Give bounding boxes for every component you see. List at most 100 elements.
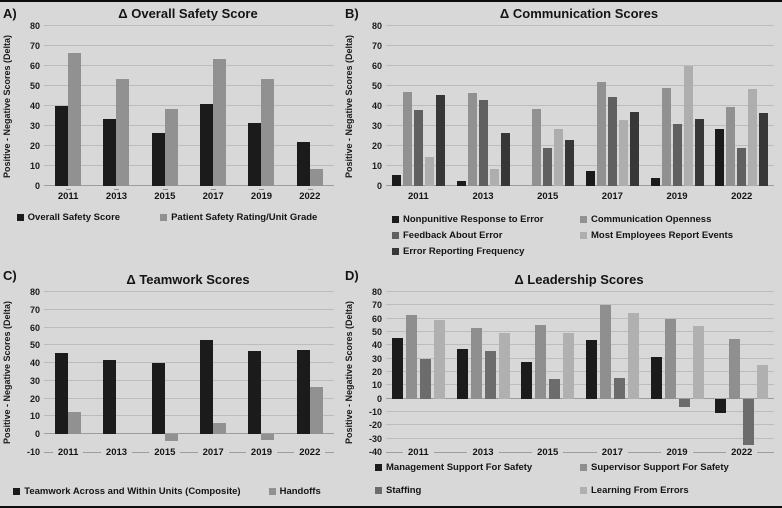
x-category: 2019 [645,444,710,460]
bar-cluster [103,292,129,452]
bar [248,123,262,186]
plot-area [386,291,774,452]
x-category: 2022 [709,188,774,204]
gridline [386,411,774,412]
gridline [44,85,334,86]
bar [405,315,417,399]
gridline [44,291,334,292]
x-axis-labels: 2011 2013 2015 2017 2019 2022 [0,188,334,204]
x-category: 2022 [286,444,334,460]
bar [151,133,165,186]
bar [672,124,682,186]
x-category: 2011 [386,444,451,460]
gridline [44,415,334,417]
legend-label: Error Reporting Frequency [403,246,525,257]
bar-group [515,292,580,452]
legend-swatch [580,232,587,239]
bar [585,340,597,399]
bar-cluster [715,26,769,186]
x-category: 2017 [580,188,645,204]
plot-area [44,291,334,452]
bar [596,82,606,186]
bar [743,398,755,446]
bar-group [580,292,645,452]
bar-group [580,26,645,186]
gridline [386,65,774,66]
legend-item: Feedback About Error [392,230,580,241]
gridline [386,291,774,292]
bar-cluster [391,292,445,452]
bar [759,113,769,186]
y-tick-label: 80 [29,287,40,297]
x-category-label: 2011 [408,190,429,202]
x-category: 2013 [451,444,516,460]
chart-body: Positive - Negative Scores (Delta) 0 10 20… [342,21,774,191]
x-category: 2011 [44,188,92,204]
x-axis-strip: 2011 2013 2015 2017 2019 2022 [386,444,774,460]
gridline [386,371,774,372]
x-category: 2011 [44,444,92,460]
bar-group [44,292,92,452]
legend-item: Learning From Errors [580,485,782,496]
gridline [386,304,774,306]
x-category: 2022 [286,188,334,204]
bar [543,148,553,186]
bar [68,53,82,186]
x-axis-strip: 2011 2013 2015 2017 2019 2022 [44,444,334,460]
x-category-label: 2011 [52,446,84,458]
legend-swatch [392,216,399,223]
y-tick-label: 60 [371,61,382,71]
bar [549,379,561,399]
bar [248,350,262,435]
bar [402,92,412,186]
bar-group [515,26,580,186]
legend-swatch [580,487,587,494]
x-tick-mark [162,189,168,190]
bar-group [189,26,237,186]
y-tick-label: 30 [371,353,382,364]
bar [456,348,468,399]
x-category-label: 2013 [100,446,133,458]
bar-group [237,26,285,186]
bar-group [286,292,334,452]
legend-swatch [580,464,587,471]
zero-axis-line [44,433,334,435]
legend-swatch [375,487,382,494]
y-tick-label: 50 [371,327,382,337]
y-tick-label: 10 [371,380,382,391]
y-axis-ticks: 0 10 20 30 40 50 60 70 80 [14,287,44,452]
legend-swatch [375,464,382,471]
bar-cluster [103,26,130,186]
legend-swatch [16,214,24,221]
panel-leadership: D) Δ Leadership Scores Positive - Negati… [342,260,782,506]
gridline [44,362,334,364]
chart-title: Δ Communication Scores [499,6,659,21]
y-tick-label: 20 [371,141,382,151]
bar [694,119,704,186]
bar-group [286,26,334,186]
panel-label: B) [345,6,359,21]
x-category-label: 2013 [472,190,494,202]
y-tick-label: 70 [371,300,382,311]
gridline [44,165,334,166]
x-tick-mark [66,189,72,190]
bar [213,422,227,435]
x-category-label: 2015 [154,190,176,202]
bar-group [451,292,516,452]
gridline [44,397,334,399]
bar-cluster [151,292,178,452]
x-category: 2019 [237,444,285,460]
y-tick-label: -20 [368,420,382,431]
y-tick-label: 10 [29,411,40,422]
y-tick-label: -40 [368,447,382,457]
x-category: 2019 [237,188,285,204]
legend-item: Teamwork Across and Within Units (Compos… [13,486,241,497]
x-category: 2013 [92,188,140,204]
bar [391,338,403,399]
legend-label: Patient Safety Rating/Unit Grade [171,212,318,223]
gridline [386,85,774,86]
bar [715,129,725,186]
bar-group [386,292,451,452]
bar [554,129,564,186]
gridline [44,45,334,46]
